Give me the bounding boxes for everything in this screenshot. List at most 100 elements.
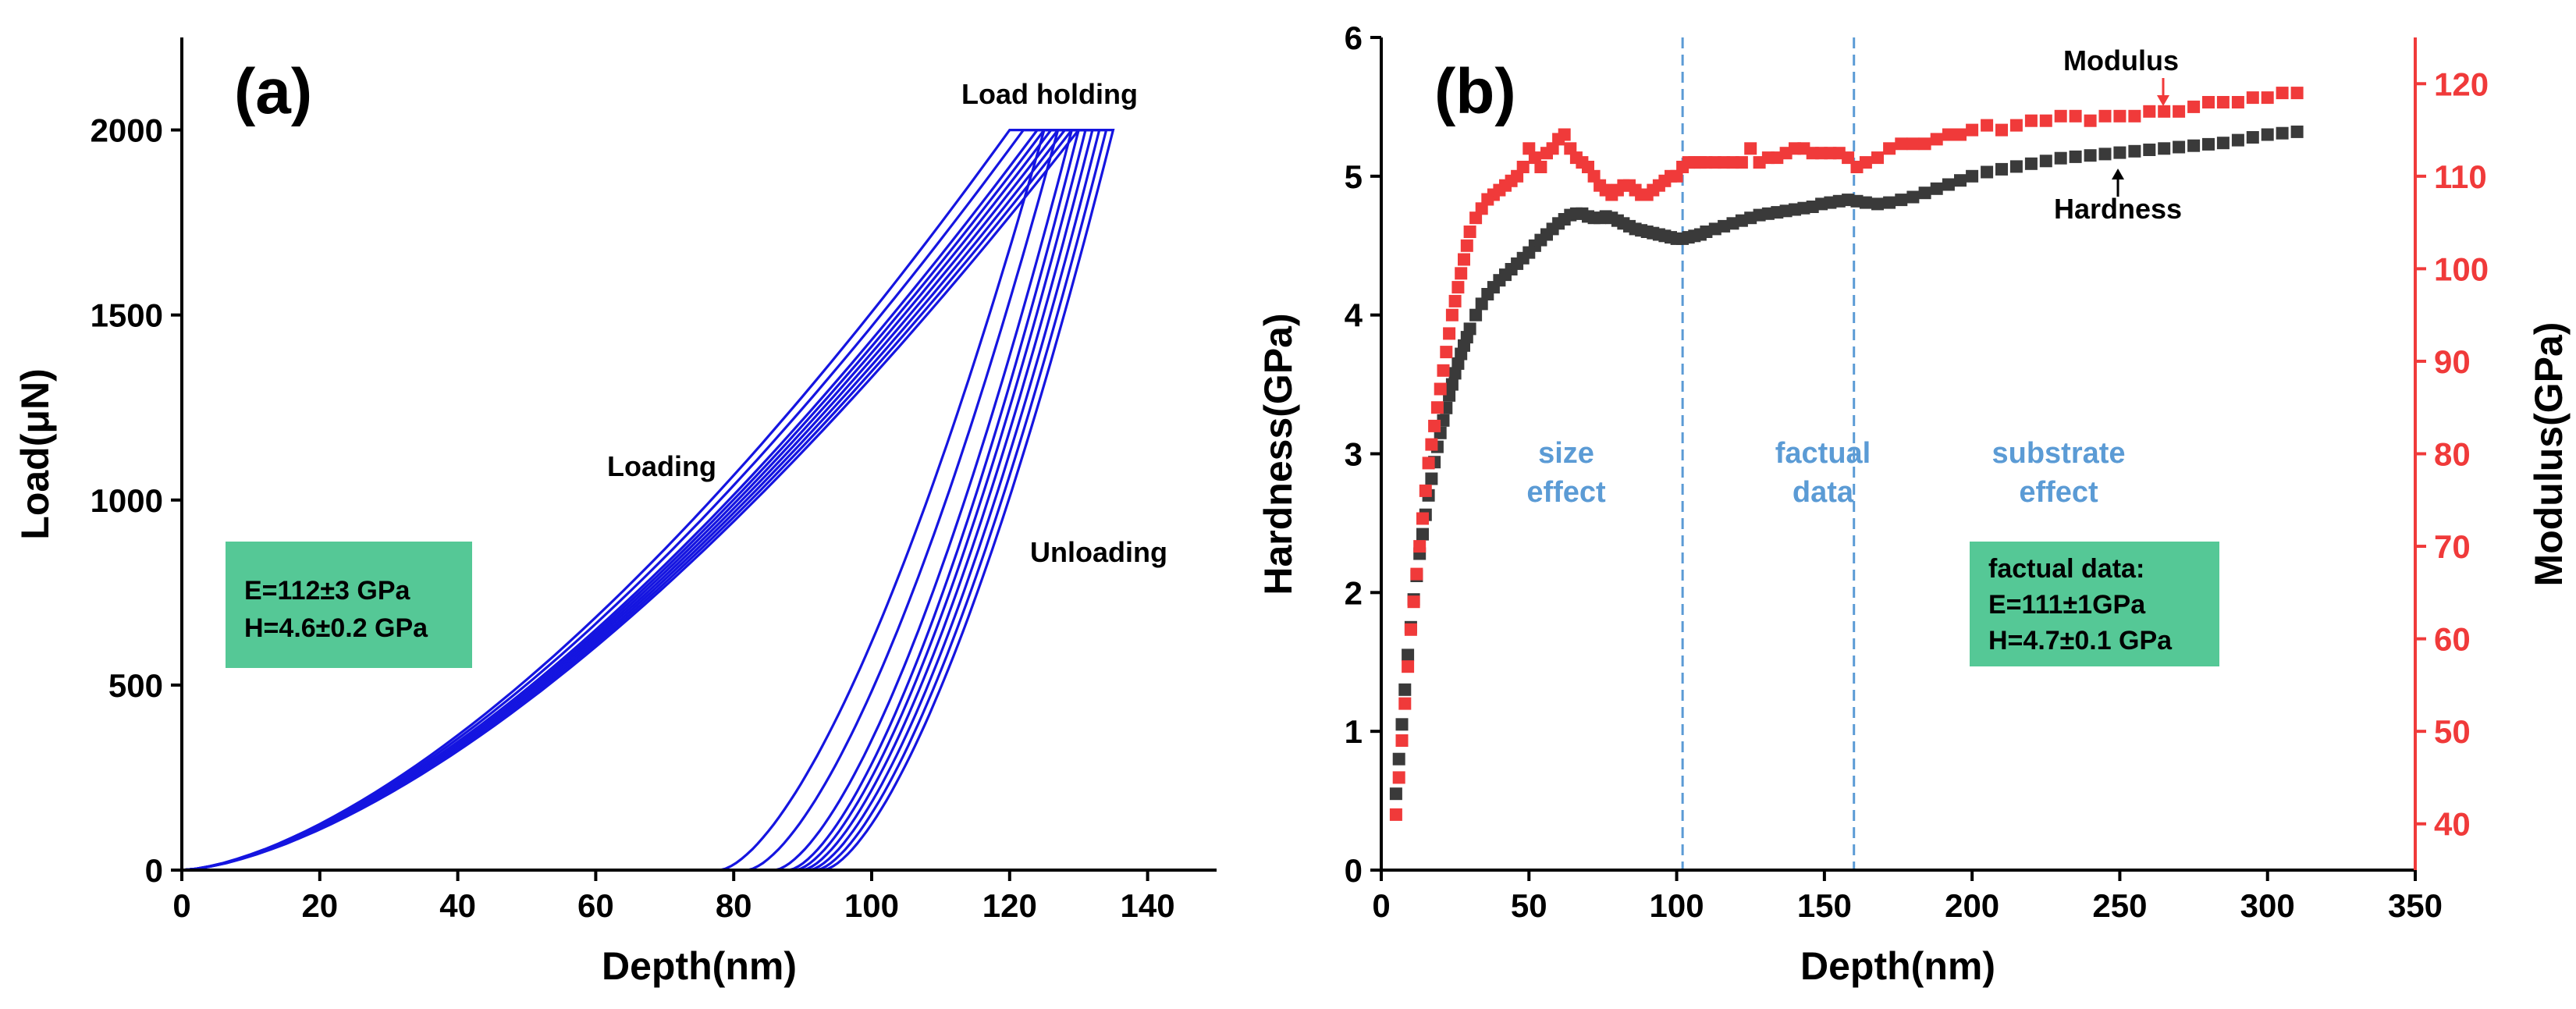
modulus-point: [1930, 133, 1943, 146]
panel-a-y-tick-label: 0: [145, 852, 163, 889]
indentation-curve-5: [181, 129, 1088, 872]
substrate-effect-label-2: effect: [2019, 476, 2098, 509]
hardness-point: [1995, 162, 2008, 176]
modulus-point: [1981, 119, 1994, 132]
hardness-point: [2276, 126, 2289, 140]
panel-b-right-y-tick-label: 50: [2434, 713, 2471, 750]
modulus-point: [1895, 137, 1908, 151]
panel-a-x-tick-label: 60: [577, 887, 614, 924]
modulus-point: [1448, 294, 1462, 307]
load-holding-label: Load holding: [961, 78, 1138, 110]
modulus-point: [2024, 114, 2038, 127]
modulus-point: [1395, 734, 1409, 747]
panel-a: (a) 0 20 40 60 80 100 120 140 0 500 1000 1500 2000 L…: [13, 37, 1217, 988]
modulus-point: [2084, 114, 2097, 127]
modulus-point: [1419, 484, 1432, 497]
indentation-curve-8: [181, 129, 1108, 872]
hardness-point: [2039, 155, 2052, 168]
unloading-label: Unloading: [1030, 536, 1167, 568]
hardness-point: [2084, 149, 2097, 162]
panel-b-right-y-label: Modulus(GPa): [2527, 322, 2571, 587]
hardness-point: [1871, 197, 1884, 211]
panel-a-x-tick-label: 80: [716, 887, 752, 924]
panel-a-y-label: Load(μN): [13, 368, 57, 539]
modulus-point: [1428, 419, 1441, 432]
panel-a-y-tick-label: 1000: [91, 482, 163, 519]
modulus-point: [2202, 96, 2215, 108]
hardness-point: [1402, 648, 1415, 662]
modulus-point: [2173, 105, 2186, 118]
modulus-point: [1404, 623, 1417, 636]
panel-b-label: (b): [1434, 56, 1516, 127]
hardness-point: [1883, 196, 1896, 209]
hardness-point: [2202, 137, 2215, 151]
panel-b-right-y-tick-label: 110: [2434, 158, 2487, 195]
modulus-point: [1398, 697, 1412, 710]
panel-b-right-y-tick-label: 100: [2434, 250, 2489, 287]
factual-data-label-1: factual: [1775, 437, 1871, 470]
panel-b-x-tick-label: 150: [1797, 887, 1852, 924]
modulus-annotation: Modulus: [2063, 44, 2179, 76]
modulus-point: [2231, 96, 2244, 108]
panel-a-label: (a): [234, 56, 312, 127]
hardness-point: [1416, 528, 1429, 541]
hardness-point: [1895, 194, 1908, 207]
modulus-point: [1918, 137, 1931, 151]
hardness-point: [1954, 174, 1967, 187]
modulus-arrow-icon: [2157, 95, 2169, 106]
modulus-point: [1871, 151, 1884, 165]
hardness-point: [1966, 169, 1979, 183]
modulus-point: [2039, 114, 2052, 127]
indentation-curve-9: [181, 129, 1115, 872]
panel-a-x-tick-label: 20: [301, 887, 338, 924]
panel-a-x-tick-label: 120: [982, 887, 1037, 924]
panel-b-x-tick-label: 100: [1650, 887, 1704, 924]
panel-a-info-box: [226, 542, 472, 668]
panel-b-right-y-tick-label: 80: [2434, 436, 2471, 473]
hardness-point: [1469, 308, 1483, 322]
panel-b-info-box: [1970, 542, 2219, 666]
modulus-point: [1389, 808, 1402, 821]
modulus-point: [2216, 96, 2230, 108]
panel-b-x-tick-label: 350: [2388, 887, 2443, 924]
hardness-point: [2246, 131, 2259, 144]
hardness-point: [2143, 144, 2156, 156]
substrate-effect-label-1: substrate: [1992, 437, 2125, 470]
panel-b-x-label: Depth(nm): [1800, 944, 1995, 988]
panel-b-right-y-tick-label: 70: [2434, 528, 2471, 565]
hardness-point: [1398, 683, 1412, 696]
modulus-point: [1463, 226, 1476, 238]
hardness-point: [1463, 322, 1476, 336]
panel-b-x-tick-label: 200: [1945, 887, 1999, 924]
hardness-point: [2113, 146, 2127, 159]
hardness-point: [2173, 140, 2186, 154]
hardness-point: [1859, 196, 1872, 209]
loading-label: Loading: [607, 450, 716, 482]
panel-b-left-y-tick-label: 6: [1345, 20, 1363, 56]
modulus-point: [2261, 91, 2274, 105]
modulus-point: [1744, 142, 1757, 155]
panel-a-ticks: 0 20 40 60 80 100 120 140 0 500 1000 1500 2000: [91, 112, 1175, 924]
modulus-point: [2009, 119, 2023, 132]
hardness-point: [1395, 718, 1409, 731]
panel-a-y-tick-label: 1500: [91, 297, 163, 334]
panel-b-x-tick-label: 250: [2092, 887, 2147, 924]
panel-b-right-y-tick-label: 60: [2434, 621, 2471, 658]
panel-a-x-tick-label: 140: [1121, 887, 1175, 924]
modulus-point: [1430, 401, 1444, 414]
hardness-point: [2024, 157, 2038, 170]
modulus-point: [2143, 105, 2156, 118]
size-effect-label-2: effect: [1526, 476, 1606, 509]
panel-b-left-y-tick-label: 5: [1345, 158, 1363, 195]
modulus-point: [1966, 123, 1979, 137]
modulus-point: [1883, 142, 1896, 155]
panel-a-y-tick-label: 2000: [91, 112, 163, 149]
panel-a-curves: [181, 129, 1115, 872]
modulus-point: [2158, 105, 2171, 118]
factual-data-label-2: data: [1793, 476, 1854, 509]
modulus-point: [1443, 327, 1456, 340]
modulus-point: [1516, 161, 1530, 173]
hardness-point: [1445, 378, 1459, 391]
panel-b-ticks: 0 50 100 150 200 250 300 350 0 1 2 3 4 5 6 40 50 60 70 80 90…: [1345, 20, 2489, 924]
panel-b-x-tick-label: 300: [2240, 887, 2295, 924]
